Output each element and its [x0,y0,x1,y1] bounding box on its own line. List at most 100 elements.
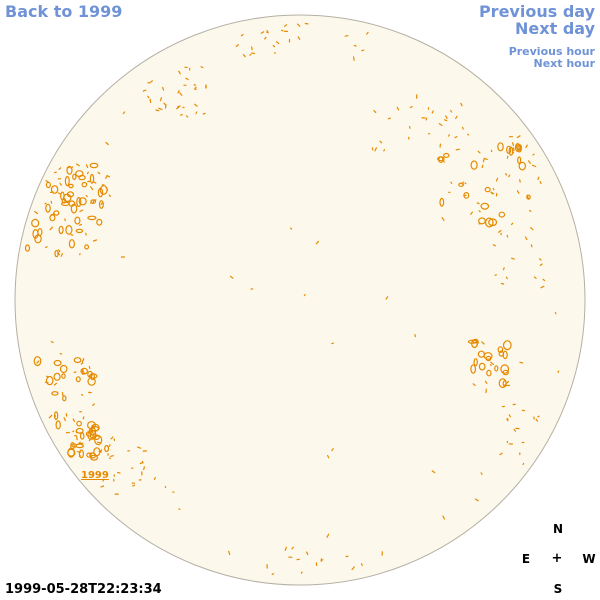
previous-day-link[interactable]: Previous day [478,2,595,21]
contour-blob [50,185,59,194]
contour-segment [97,171,101,175]
contour-segment [472,383,476,386]
compass-east-label: E [521,552,531,566]
contour-blob [498,211,506,218]
contour-segment [251,52,256,55]
contour-segment [464,182,467,185]
contour-segment [176,106,180,110]
contour-blob [24,244,31,252]
contour-segment [179,92,183,96]
contour-segment [529,209,532,212]
contour-segment [460,102,463,107]
contour-segment [271,573,275,576]
contour-segment [76,163,80,167]
contour-segment [431,470,436,474]
contour-segment [194,86,197,90]
contour-segment [517,148,522,151]
contour-segment [235,44,239,48]
contour-blob [32,228,39,239]
contour-segment [503,384,506,388]
contour-segment [532,153,535,156]
contour-segment [48,414,53,419]
contour-blob [498,378,507,389]
contour-segment [327,454,330,459]
contour-blob [478,362,486,371]
contour-blob [51,391,59,396]
contour-segment [131,467,134,469]
contour-segment [75,430,78,434]
contour-segment [554,311,557,315]
contour-segment [147,95,150,99]
contour-blob [473,358,478,367]
next-hour-link[interactable]: Next hour [533,57,596,70]
contour-segment [482,157,485,163]
contour-blob [497,346,504,354]
contour-segment [272,44,276,48]
contour-segment [105,175,108,179]
contour-segment [202,112,206,115]
year-marker-link[interactable]: 1999 [81,470,109,481]
contour-segment [90,186,94,191]
contour-segment [186,115,189,118]
contour-blob [463,191,470,199]
contour-segment [508,174,511,178]
contour-segment [92,403,95,406]
contour-segment [57,192,61,195]
contour-segment [315,240,320,245]
contour-segment [81,358,85,363]
contour-segment [540,285,545,289]
contour-blob [76,197,82,208]
contour-segment [511,257,515,260]
contour-segment [177,90,180,94]
contour-segment [139,462,144,465]
contour-blob [86,452,92,458]
contour-blob [45,375,54,386]
contour-segment [351,566,355,571]
back-to-year-link[interactable]: Back to 1999 [5,2,123,21]
contour-blob [70,203,78,214]
next-day-link[interactable]: Next day [515,19,595,38]
contour-blob [93,447,101,457]
contour-segment [557,370,560,373]
contour-blob [484,217,494,228]
contour-segment [53,382,57,386]
contour-segment [331,448,334,452]
contour-blob [75,228,84,234]
contour-segment [178,70,181,75]
contour-segment [185,77,189,81]
contour-segment [450,109,453,113]
contour-segment [117,471,121,474]
contour-segment [533,276,537,279]
contour-blob [75,427,84,434]
contour-segment [65,413,68,417]
contour-segment [385,296,389,300]
contour-segment [273,52,276,54]
previous-hour-link[interactable]: Previous hour [508,45,595,58]
contour-segment [58,249,61,253]
contour-segment [443,119,448,122]
contour-segment [291,546,294,550]
contour-segment [78,223,82,226]
contour-segment [490,361,494,365]
contour-blob [74,216,81,225]
contour-segment [527,160,531,164]
contour-segment [495,177,499,182]
contour-segment [79,209,84,213]
contour-segment [59,182,62,186]
contour-blob [65,224,73,235]
solar-disk [14,14,586,586]
contour-segment [480,472,483,475]
contour-segment [531,164,537,168]
contour-segment [409,106,413,108]
contour-blob [53,359,62,367]
contour-blob [62,193,72,203]
contour-segment [300,571,303,574]
contour-segment [508,414,511,418]
contour-blob [80,367,89,375]
contour-segment [281,29,284,32]
active-region-contours [24,22,560,576]
contour-blob [97,187,104,198]
contour-blob [61,201,70,207]
contour-segment [81,368,84,372]
contour-segment [542,278,546,282]
